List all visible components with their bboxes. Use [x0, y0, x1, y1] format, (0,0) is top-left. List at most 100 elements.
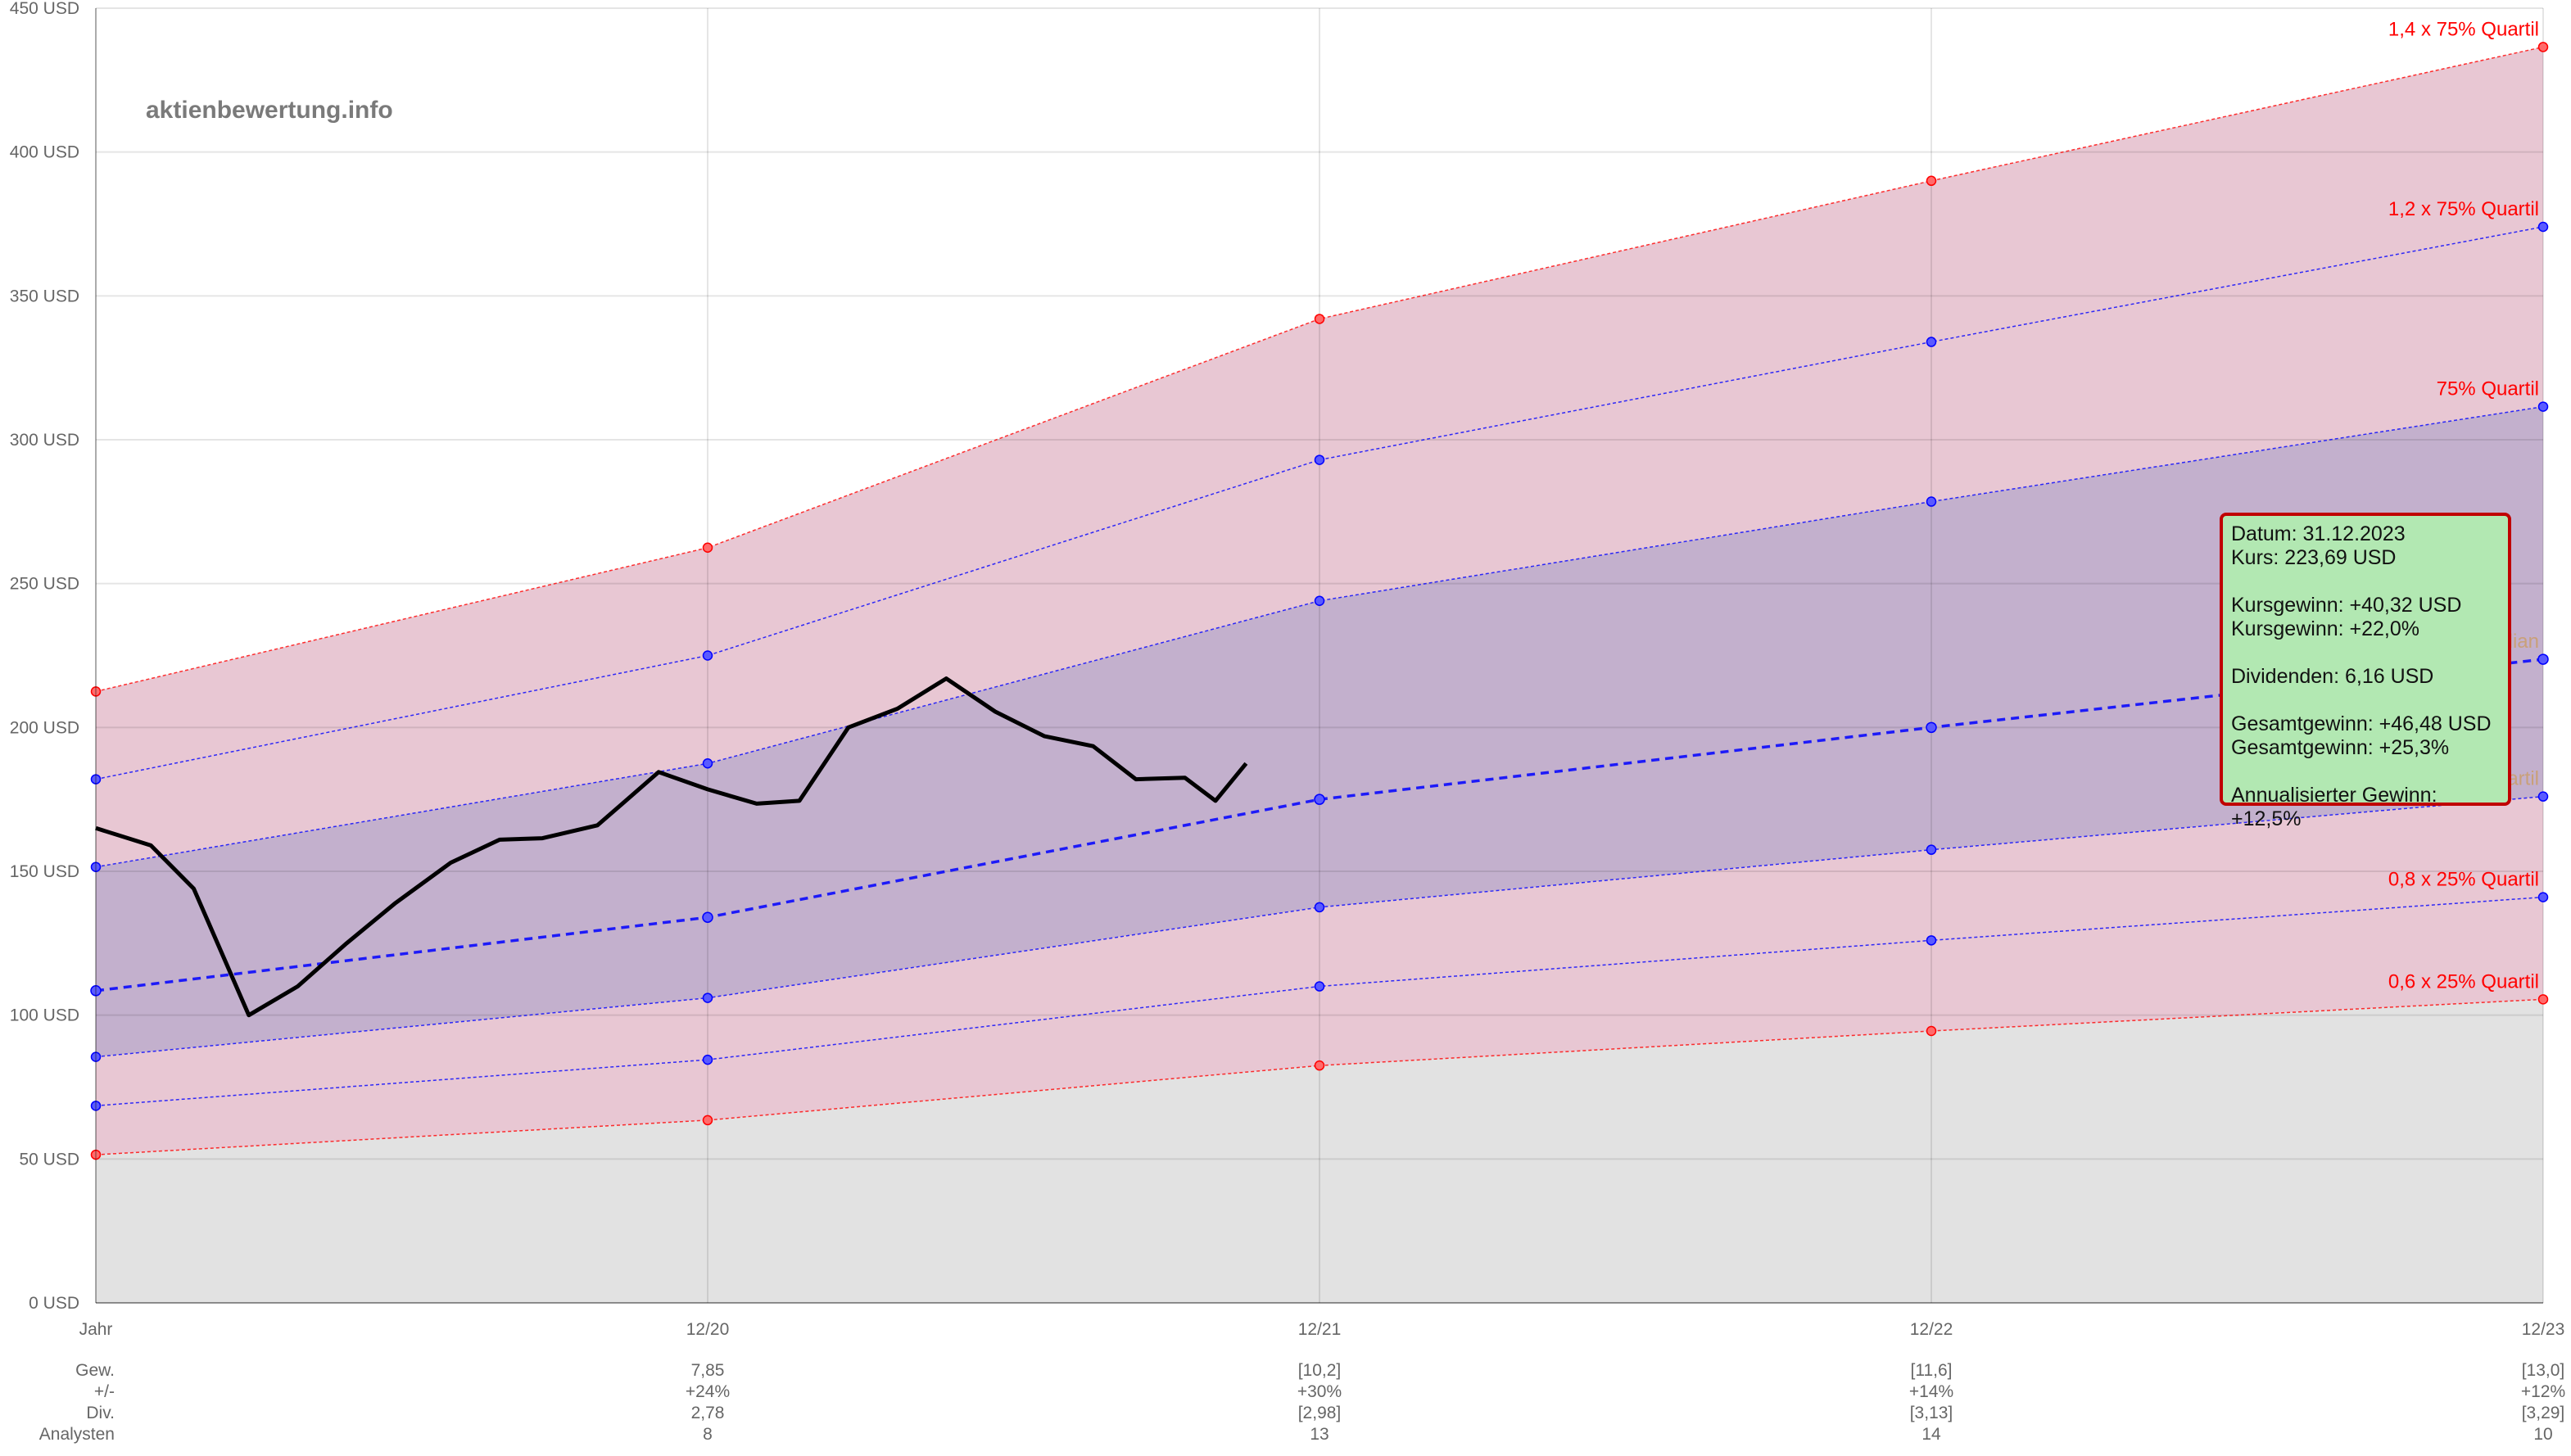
tooltip-line: Gesamtgewinn: +25,3%	[2231, 736, 2450, 759]
table-cell: [11,6]	[1911, 1361, 1953, 1380]
y-tick-label: 300 USD	[10, 431, 79, 450]
x-tick-label: 12/22	[1910, 1320, 1953, 1339]
tooltip-line: Dividenden: 6,16 USD	[2231, 665, 2434, 688]
x-tick-label: 12/20	[686, 1320, 730, 1339]
band-core	[96, 406, 2543, 1057]
tooltip-spacer	[2231, 689, 2500, 712]
x-tick-label: 12/21	[1298, 1320, 1342, 1339]
valuation-bands	[96, 47, 2543, 1303]
data-point	[1926, 935, 1937, 946]
tooltip-line: Annualisierter Gewinn: +12,5%	[2231, 784, 2437, 830]
tooltip-line: Kursgewinn: +40,32 USD	[2231, 594, 2462, 617]
tooltip-spacer	[2231, 760, 2500, 784]
data-point	[90, 985, 102, 997]
y-tick-label: 250 USD	[10, 575, 79, 594]
table-cell: +14%	[1909, 1382, 1953, 1401]
data-point	[90, 1101, 102, 1111]
table-cell: +30%	[1297, 1382, 1342, 1401]
price-line-group	[95, 676, 1248, 1018]
series-label: 0,6 x 25% Quartil	[2388, 970, 2539, 993]
data-point	[2537, 221, 2549, 233]
table-cell: [3,29]	[2522, 1404, 2565, 1422]
data-point	[1314, 314, 1325, 324]
series-label: 0,8 x 25% Quartil	[2388, 869, 2539, 891]
band-points	[90, 42, 2549, 1160]
data-point	[1314, 1060, 1325, 1071]
data-point	[1314, 595, 1325, 606]
data-point	[2537, 42, 2549, 52]
table-cell: 10	[2533, 1425, 2552, 1444]
data-point	[90, 861, 102, 872]
data-point	[702, 1054, 713, 1065]
data-point	[2537, 892, 2549, 902]
data-point	[702, 758, 713, 769]
series-label: 75% Quartil	[2437, 378, 2539, 400]
watermark: aktienbewertung.info	[146, 97, 393, 124]
x-tick-label: 12/23	[2522, 1320, 2565, 1339]
data-point	[1314, 902, 1325, 913]
fundamentals-table: Gew. +/- Div. Analysten 7,85 +24% 2,78 8 [10,2] +…	[39, 1361, 2565, 1444]
tooltip-spacer	[2231, 570, 2500, 594]
table-cell: [2,98]	[1298, 1404, 1342, 1422]
table-row-label: Analysten	[39, 1425, 115, 1444]
y-tick-label: 400 USD	[10, 143, 79, 162]
series-line	[95, 405, 2544, 868]
tooltip-spacer	[2231, 641, 2500, 665]
table-cell: +12%	[2521, 1382, 2565, 1401]
table-row-label: Div.	[86, 1404, 115, 1422]
tooltip-line: Kursgewinn: +22,0%	[2231, 617, 2420, 640]
data-point	[2537, 994, 2549, 1005]
data-point	[1926, 496, 1937, 507]
data-point	[90, 1051, 102, 1062]
data-point	[2537, 401, 2549, 412]
data-point	[1926, 337, 1937, 347]
y-tick-label: 450 USD	[10, 0, 79, 18]
data-point	[1314, 981, 1325, 992]
table-cell: [13,0]	[2522, 1361, 2565, 1380]
y-tick-label: 150 USD	[10, 862, 79, 881]
data-point	[90, 1149, 102, 1160]
data-point	[702, 993, 713, 1003]
data-point	[90, 774, 102, 785]
y-tick-label: 50 USD	[19, 1150, 79, 1169]
data-point	[1926, 844, 1937, 855]
band-below	[96, 999, 2543, 1303]
series-label: 1,2 x 75% Quartil	[2388, 198, 2539, 220]
data-point	[2537, 791, 2549, 802]
x-tick-label: Jahr	[79, 1320, 113, 1339]
table-cell: [10,2]	[1298, 1361, 1342, 1380]
data-point	[1926, 175, 1937, 187]
data-point	[1314, 454, 1325, 465]
tooltip: Datum: 31.12.2023 Kurs: 223,69 USD Kursgew…	[2220, 513, 2511, 830]
table-cell: 13	[1310, 1425, 1329, 1444]
price-line	[95, 676, 1248, 1018]
table-row-label: +/-	[94, 1382, 115, 1401]
table-cell: 2,78	[691, 1404, 725, 1422]
y-tick-label: 0 USD	[29, 1294, 79, 1313]
data-point	[1314, 794, 1325, 805]
y-tick-label: 100 USD	[10, 1006, 79, 1025]
data-point	[90, 686, 102, 697]
grid-lines	[95, 7, 2544, 1304]
data-point	[1926, 721, 1937, 734]
table-cell: +24%	[686, 1382, 730, 1401]
data-point	[702, 650, 713, 661]
data-point	[2537, 653, 2549, 665]
tooltip-line: Kurs: 223,69 USD	[2231, 546, 2397, 569]
table-cell: [3,13]	[1910, 1404, 1953, 1422]
y-tick-label: 350 USD	[10, 287, 79, 305]
data-point	[702, 1115, 713, 1126]
tooltip-line: Gesamtgewinn: +46,48 USD	[2231, 712, 2492, 735]
table-cell: 14	[1921, 1425, 1941, 1444]
table-cell: 7,85	[691, 1361, 725, 1380]
series-label: 1,4 x 75% Quartil	[2388, 18, 2539, 40]
tooltip-line: Datum: 31.12.2023	[2231, 522, 2406, 545]
table-cell: 8	[703, 1425, 713, 1444]
y-tick-label: 200 USD	[10, 718, 79, 737]
data-point	[702, 542, 713, 553]
band-lower	[96, 796, 2543, 1155]
data-point	[1926, 1025, 1937, 1037]
table-row-label: Gew.	[75, 1361, 115, 1380]
data-point	[702, 911, 713, 923]
